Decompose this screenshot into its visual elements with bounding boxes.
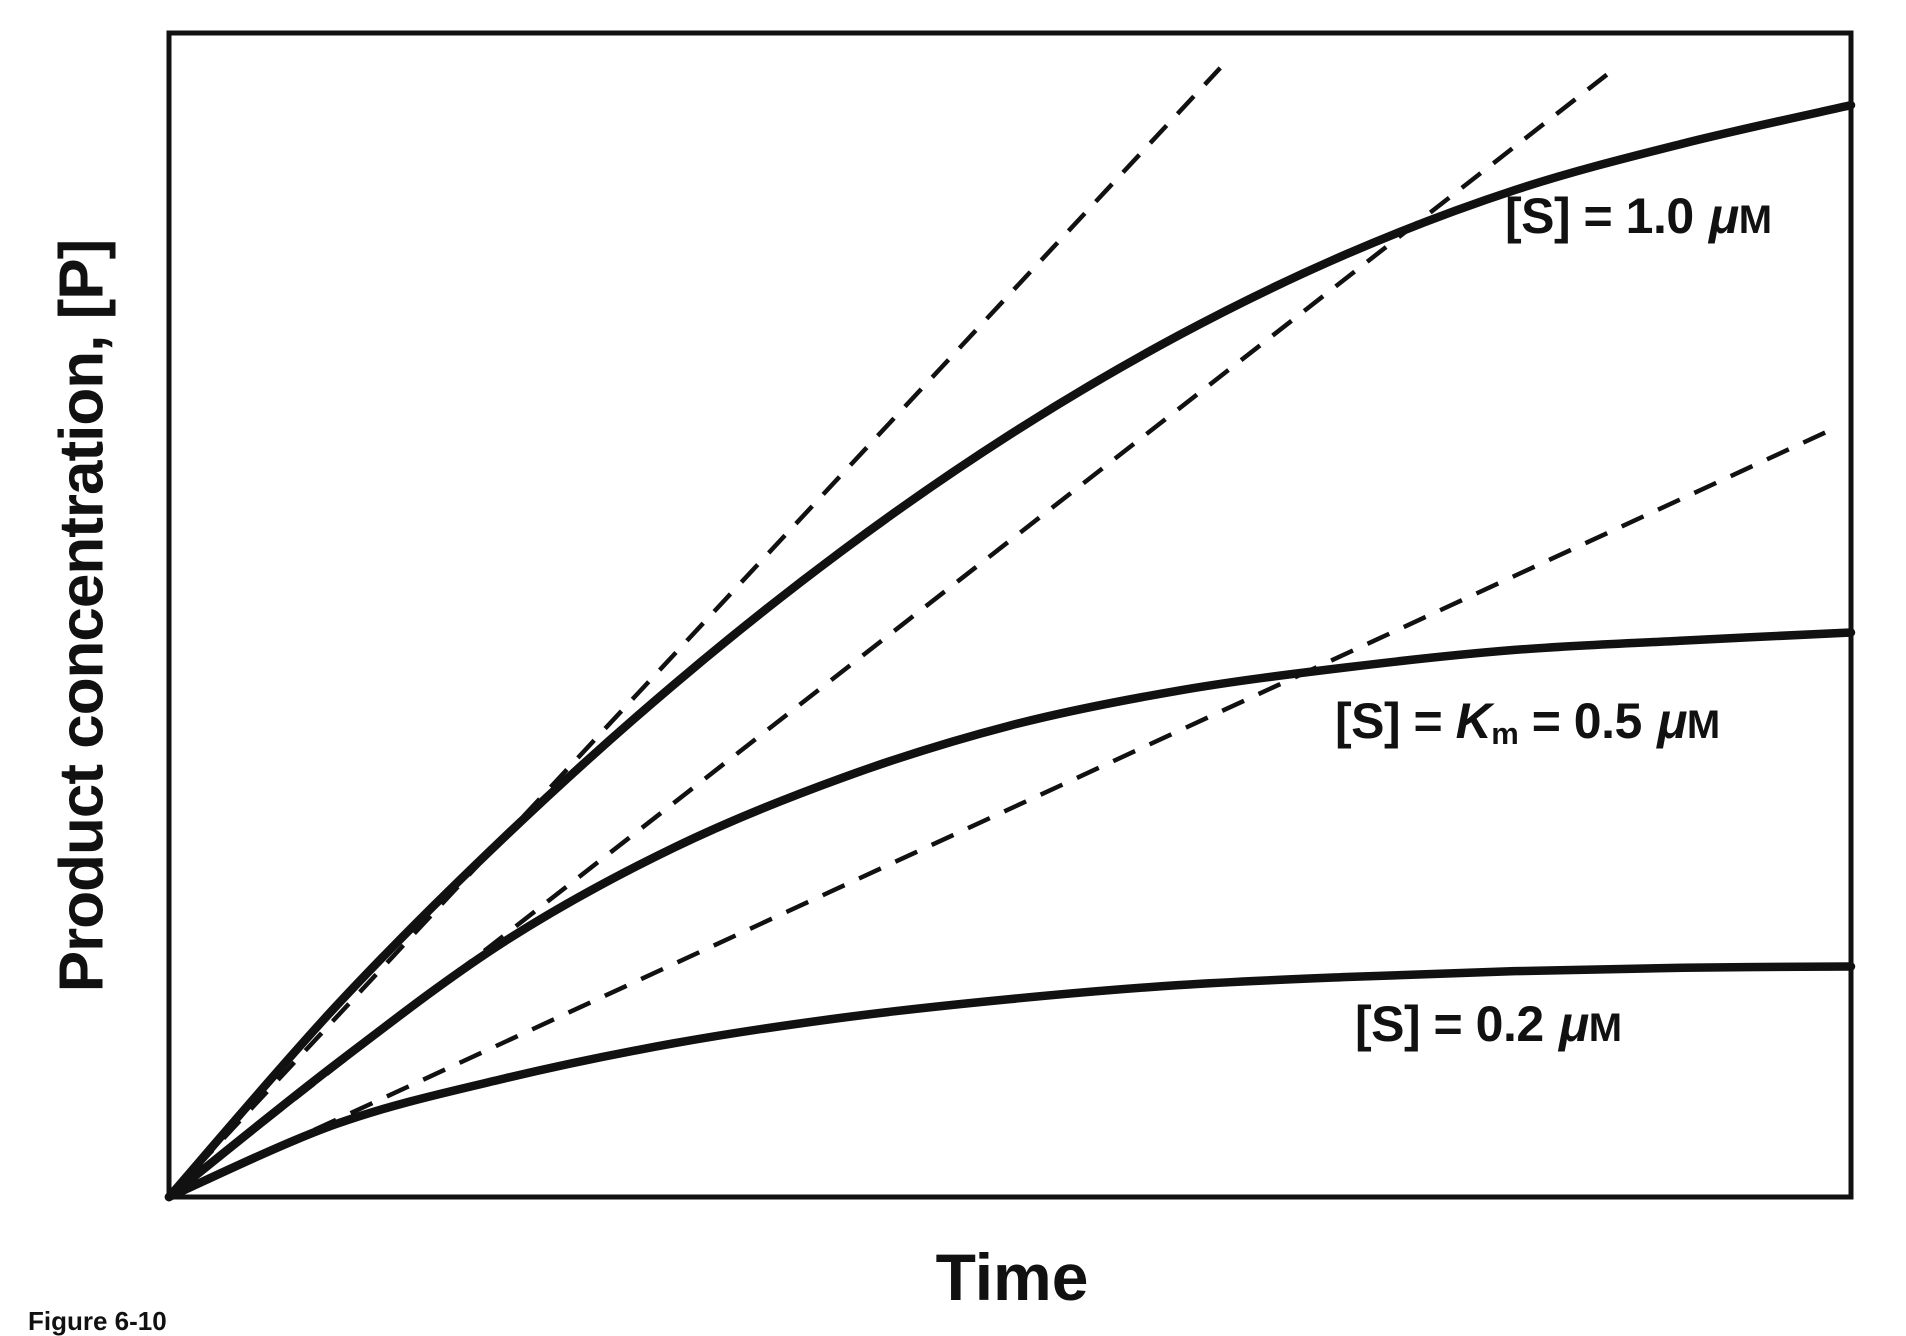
x-axis-label: Time (935, 1240, 1089, 1314)
unit-molar: M (1738, 198, 1772, 242)
curve-label-text: = 0.5 (1518, 693, 1656, 749)
mu-symbol: μ (1709, 188, 1739, 244)
initial-velocity-tangent-S-0.5 (167, 66, 1617, 1199)
mu-symbol: μ (1559, 996, 1589, 1052)
curve-label-s-0.2: [S] = 0.2 μM (1355, 995, 1622, 1053)
unit-molar: M (1588, 1006, 1622, 1050)
curve-label-s-1.0: [S] = 1.0 μM (1505, 187, 1772, 245)
curve-label-text: [S] = 1.0 (1505, 188, 1708, 244)
progress-curve-S-0.2-uM (164, 962, 1856, 1202)
curve-label-s-0.5-km: [S] = Km = 0.5 μM (1335, 692, 1720, 751)
km-symbol: K (1455, 693, 1492, 749)
progress-curve-S-1.0-uM (164, 100, 1856, 1202)
plot-frame (166, 30, 1854, 1200)
y-axis-label: Product concentration, [P] (47, 239, 117, 993)
unit-molar: M (1686, 703, 1720, 747)
curve-label-text: [S] = 0.2 (1355, 996, 1558, 1052)
mu-symbol: μ (1657, 693, 1687, 749)
progress-curve-S-Km-0.5-uM (164, 628, 1856, 1202)
initial-velocity-tangent-S-1.0 (167, 66, 1222, 1199)
figure-caption: Figure 6-10 (28, 1306, 167, 1336)
curve-label-text: [S] = (1335, 693, 1456, 749)
km-subscript: m (1491, 715, 1519, 751)
initial-velocity-tangent-S-0.2 (168, 430, 1827, 1200)
